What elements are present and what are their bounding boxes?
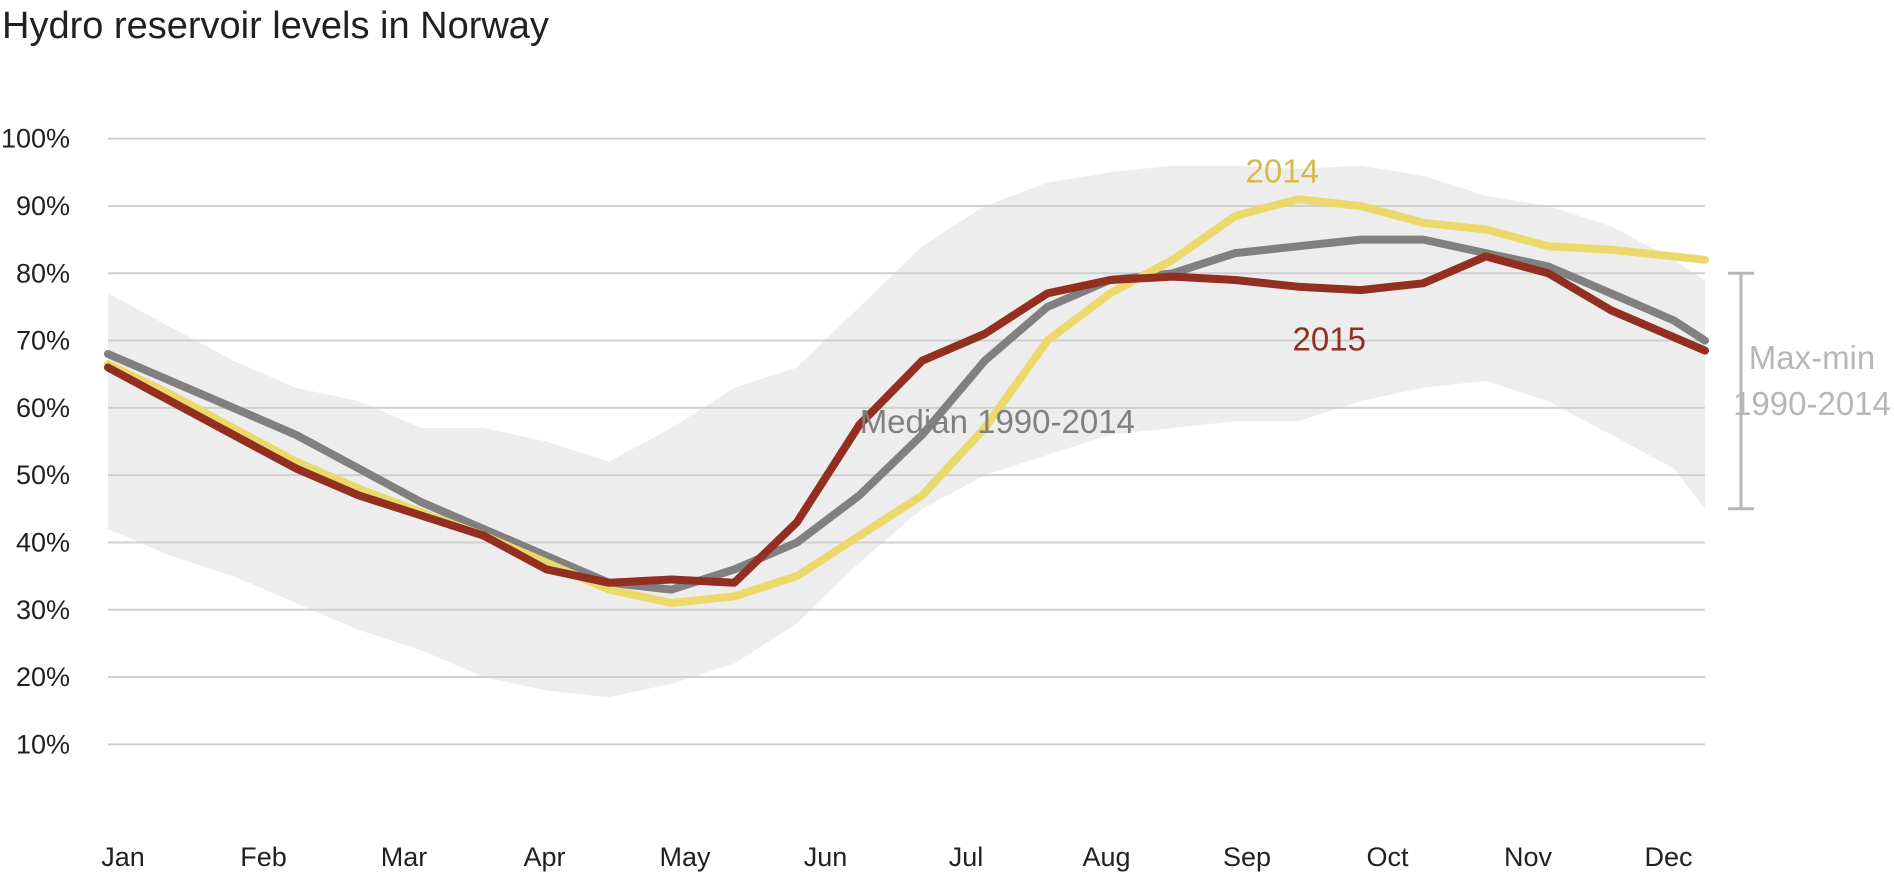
annotation-median-1990-2014: Median 1990-2014 [860,403,1135,440]
max-min-band [108,165,1705,698]
y-tick-label-50: 50% [16,460,70,490]
series-line-2014 [104,195,1709,607]
series-line-median-1990-2014 [104,235,1709,594]
y-tick-label-60: 60% [16,393,70,423]
series-lines [104,195,1709,607]
bracket-label-line1: Max-min [1749,339,1876,376]
y-tick-label-10: 10% [16,729,70,759]
x-tick-label-sep: Sep [1223,842,1271,872]
x-tick-label-jul: Jul [949,842,984,872]
max-min-band-layer [108,165,1705,698]
y-axis-labels: 10% 20% 30% 40% 50% 60% 70% 80% 90% 100% [1,124,70,760]
y-tick-label-70: 70% [16,326,70,356]
x-tick-label-feb: Feb [240,842,287,872]
x-tick-label-jun: Jun [804,842,848,872]
bracket-label-line2: 1990-2014 [1733,385,1891,422]
y-tick-label-40: 40% [16,527,70,557]
chart-title: Hydro reservoir levels in Norway [2,5,549,47]
range-bracket: Max-min 1990-2014 [1728,271,1891,511]
y-tick-label-100: 100% [1,124,70,154]
y-tick-label-90: 90% [16,191,70,221]
x-tick-label-apr: Apr [523,842,565,872]
y-tick-label-80: 80% [16,258,70,288]
x-tick-label-nov: Nov [1504,842,1553,872]
x-tick-label-dec: Dec [1644,842,1692,872]
x-tick-label-jan: Jan [101,842,145,872]
x-tick-label-mar: Mar [381,842,428,872]
annotation-2014: 2014 [1246,152,1319,189]
y-tick-label-30: 30% [16,595,70,625]
annotations: 2014 2015 Median 1990-2014 [860,152,1366,439]
x-tick-label-aug: Aug [1082,842,1130,872]
x-tick-label-may: May [659,842,711,872]
y-tick-label-20: 20% [16,662,70,692]
series-line-2015 [104,252,1709,587]
x-tick-label-oct: Oct [1366,842,1409,872]
annotation-2015: 2015 [1293,321,1366,358]
x-axis-labels: Jan Feb Mar Apr May Jun Jul Aug Sep Oct Nov Dec [101,842,1692,872]
